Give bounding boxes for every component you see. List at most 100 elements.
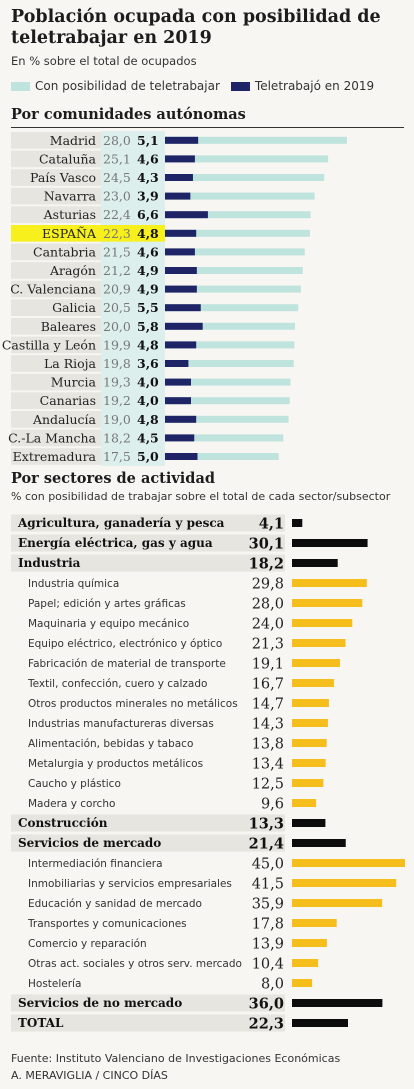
- value-label-posibilidad: 21,2: [103, 263, 131, 278]
- main-row-band: [11, 834, 285, 852]
- main-row-band: [11, 514, 285, 532]
- bar-teletrabajo: [165, 341, 197, 349]
- bar-subsector: [292, 939, 327, 947]
- label-band: [11, 132, 101, 149]
- value-label-teletrabajo: 4,0: [137, 375, 159, 390]
- category-label: Aragón: [49, 263, 96, 278]
- bar-posibilidad: [165, 211, 311, 219]
- subsector-label: Madera y corcho: [28, 798, 115, 810]
- category-label: Extremadura: [13, 449, 97, 464]
- value-label-teletrabajo: 4,5: [137, 430, 159, 445]
- bar-posibilidad: [165, 378, 291, 386]
- legend-label-teletrabajo: Teletrabajó en 2019: [254, 79, 375, 93]
- bar-sector: [292, 519, 303, 527]
- bar-posibilidad: [165, 415, 289, 423]
- bar-teletrabajo: [165, 304, 201, 312]
- value-label: 21,4: [249, 836, 284, 853]
- label-band: [11, 373, 101, 391]
- value-label: 12,5: [252, 777, 284, 793]
- bar-posibilidad: [165, 285, 301, 293]
- chart-subtitle: En % sobre el total de ocupados: [11, 54, 197, 68]
- legend-swatch-teletrabajo: [230, 81, 250, 91]
- section-rule: [11, 127, 404, 128]
- section-subtitle-sectores: % con posibilidad de trabajar sobre el t…: [11, 490, 391, 503]
- main-row-band: [11, 994, 285, 1012]
- bar-posibilidad: [165, 360, 294, 367]
- subsector-label: Caucho y plástico: [28, 778, 121, 790]
- subsector-label: Educación y sanidad de mercado: [28, 898, 202, 910]
- bar-teletrabajo: [165, 322, 203, 330]
- value-label-teletrabajo: 4,8: [137, 337, 159, 352]
- value-label: 19,1: [252, 657, 284, 673]
- category-label: Baleares: [41, 319, 96, 334]
- bar-subsector: [292, 759, 326, 767]
- bar-subsector: [292, 959, 319, 967]
- bar-teletrabajo: [165, 267, 197, 274]
- subsector-label: Comercio y reparación: [28, 938, 147, 950]
- legend-swatch-posibilidad: [11, 81, 30, 91]
- sector-label: Agricultura, ganadería y pesca: [17, 516, 225, 530]
- subsector-label: Otras act. sociales y otros serv. mercad…: [28, 958, 242, 970]
- label-band: [11, 448, 101, 465]
- label-band: [11, 187, 101, 205]
- category-label: Galicia: [52, 300, 96, 315]
- main-row-band: [11, 1014, 285, 1032]
- source-note: Fuente: Instituto Valenciano de Investig…: [11, 1052, 341, 1065]
- bar-subsector: [292, 599, 363, 607]
- value-label-posibilidad: 24,5: [103, 170, 131, 185]
- category-label: Navarra: [44, 189, 97, 204]
- value-label-posibilidad: 25,1: [103, 151, 131, 166]
- value-label-teletrabajo: 3,6: [137, 356, 159, 371]
- value-label-teletrabajo: 4,6: [137, 244, 159, 259]
- bar-subsector: [292, 919, 337, 927]
- bar-sector: [292, 999, 383, 1007]
- label-band: [11, 206, 101, 223]
- subsector-label: Industria química: [28, 578, 119, 590]
- value-label: 21,3: [252, 637, 284, 653]
- sector-label: Servicios de mercado: [18, 836, 161, 850]
- value-label: 22,3: [249, 1016, 284, 1033]
- bar-teletrabajo: [165, 174, 193, 181]
- category-label: Cantabria: [33, 244, 97, 259]
- category-label: Canarias: [40, 393, 96, 408]
- value-label-teletrabajo: 6,6: [137, 207, 159, 222]
- category-label: Murcia: [51, 375, 97, 390]
- category-label: ESPAÑA: [42, 226, 97, 241]
- value-label-posibilidad: 22,4: [103, 207, 131, 222]
- bar-teletrabajo: [165, 415, 197, 423]
- value-label-posibilidad: 21,5: [103, 244, 131, 259]
- category-label: Andalucía: [32, 412, 97, 427]
- value-label-teletrabajo: 5,5: [137, 300, 159, 315]
- bar-posibilidad: [165, 248, 305, 256]
- label-band: [11, 262, 101, 279]
- value-label-teletrabajo: 4,8: [137, 226, 159, 241]
- value-label: 17,8: [252, 917, 284, 933]
- value-label: 13,8: [252, 737, 284, 753]
- label-band: [11, 150, 101, 168]
- bar-subsector: [292, 699, 329, 707]
- bar-sector: [292, 539, 368, 547]
- value-label: 41,5: [252, 877, 284, 893]
- value-label: 24,0: [252, 617, 284, 633]
- value-label: 29,8: [252, 577, 284, 593]
- label-band: [11, 392, 101, 409]
- subsector-label: Otros productos minerales no metálicos: [28, 698, 238, 710]
- bar-posibilidad: [165, 229, 310, 237]
- category-label: País Vasco: [30, 170, 96, 185]
- bar-subsector: [292, 659, 340, 667]
- value-label-teletrabajo: 5,0: [137, 449, 159, 464]
- subsector-label: Maquinaria y equipo mecánico: [28, 618, 189, 630]
- bar-subsector: [292, 859, 405, 867]
- value-label: 8,0: [261, 977, 284, 993]
- sector-label: Industria: [18, 556, 81, 570]
- bar-subsector: [292, 579, 367, 587]
- credit-note: A. MERAVIGLIA / CINCO DÍAS: [11, 1069, 168, 1082]
- bar-posibilidad: [165, 267, 303, 274]
- value-label: 13,9: [252, 937, 284, 953]
- value-label-posibilidad: 19,0: [103, 412, 131, 427]
- value-label: 28,0: [252, 597, 284, 613]
- bar-posibilidad: [165, 304, 299, 312]
- value-label-posibilidad: 18,2: [103, 430, 131, 445]
- chart-comunidades: Madrid 28,0 5,1 Cataluña 25,1 4,6 País Vasco 24…: [2, 131, 347, 466]
- bar-teletrabajo: [165, 211, 208, 219]
